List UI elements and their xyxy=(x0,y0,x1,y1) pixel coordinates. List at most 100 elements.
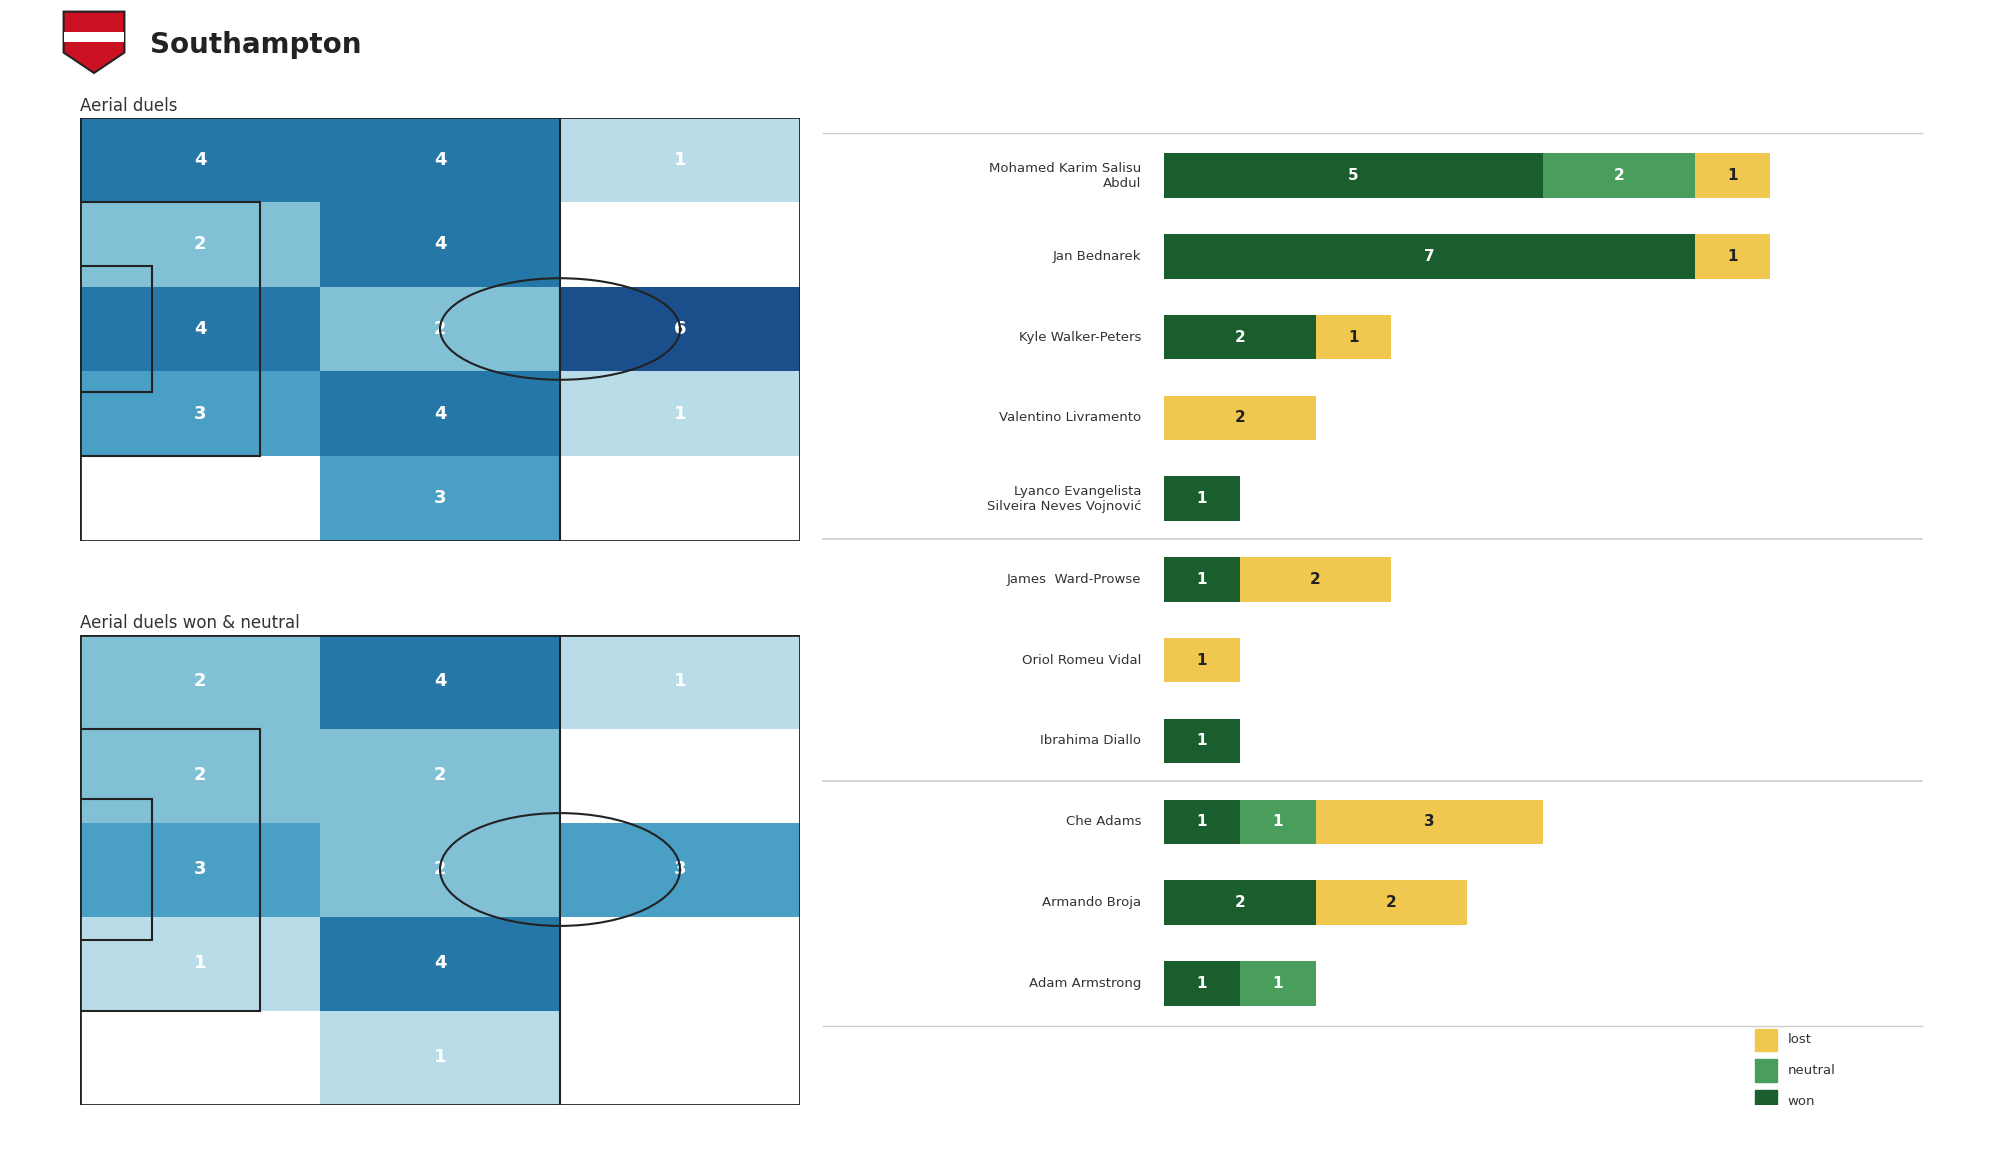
Bar xyxy=(320,287,560,371)
Text: 4: 4 xyxy=(434,404,446,423)
Text: James  Ward-Prowse: James Ward-Prowse xyxy=(1006,573,1142,586)
Text: Adam Armstrong: Adam Armstrong xyxy=(1028,976,1142,989)
Text: 4: 4 xyxy=(434,150,446,169)
Bar xyxy=(1756,1060,1776,1082)
Text: 4: 4 xyxy=(434,954,446,973)
Text: 2: 2 xyxy=(1614,168,1624,183)
Bar xyxy=(560,634,800,728)
Text: Ibrahima Diallo: Ibrahima Diallo xyxy=(1040,734,1142,747)
Text: 1: 1 xyxy=(434,1048,446,1067)
Bar xyxy=(80,371,320,456)
Bar xyxy=(560,202,800,287)
Bar xyxy=(320,456,560,540)
Text: 2: 2 xyxy=(194,235,206,254)
Text: 1: 1 xyxy=(1196,814,1208,830)
Bar xyxy=(1164,396,1316,441)
Text: 1: 1 xyxy=(1348,329,1358,344)
Text: 1: 1 xyxy=(1196,572,1208,588)
Text: 2: 2 xyxy=(434,320,446,338)
Text: 2: 2 xyxy=(1234,410,1246,425)
Text: 2: 2 xyxy=(1234,329,1246,344)
Bar xyxy=(1164,638,1240,683)
Bar xyxy=(80,287,320,371)
Bar xyxy=(560,916,800,1010)
Bar xyxy=(560,728,800,822)
Text: won: won xyxy=(1788,1095,1816,1108)
Polygon shape xyxy=(64,12,124,73)
Bar xyxy=(80,634,320,728)
Bar xyxy=(560,456,800,540)
Text: 3: 3 xyxy=(194,404,206,423)
Bar xyxy=(320,1010,560,1104)
Text: 2: 2 xyxy=(1310,572,1320,588)
Bar xyxy=(1164,476,1240,521)
Text: Valentino Livramento: Valentino Livramento xyxy=(1000,411,1142,424)
Bar xyxy=(80,728,260,1010)
Bar xyxy=(80,202,260,456)
Text: 1: 1 xyxy=(674,150,686,169)
Bar xyxy=(80,799,152,940)
Bar xyxy=(560,1010,800,1104)
Text: Aerial duels won & neutral: Aerial duels won & neutral xyxy=(80,613,300,631)
Bar xyxy=(1316,315,1392,360)
Bar xyxy=(1316,799,1544,844)
Bar xyxy=(1164,315,1316,360)
Text: 3: 3 xyxy=(434,489,446,508)
Bar xyxy=(1756,1028,1776,1052)
Text: 2: 2 xyxy=(1386,895,1396,911)
Bar xyxy=(80,202,320,287)
Bar xyxy=(1164,799,1240,844)
Text: 1: 1 xyxy=(1196,652,1208,667)
Bar xyxy=(1164,234,1694,278)
Text: Armando Broja: Armando Broja xyxy=(1042,897,1142,909)
Text: 2: 2 xyxy=(434,766,446,785)
Bar xyxy=(560,118,800,202)
Text: 1: 1 xyxy=(1728,249,1738,264)
Bar xyxy=(1164,557,1240,602)
Bar xyxy=(320,822,560,917)
Text: 1: 1 xyxy=(194,954,206,973)
Polygon shape xyxy=(64,32,124,42)
Bar xyxy=(80,456,320,540)
Bar xyxy=(320,118,560,202)
Bar xyxy=(80,822,320,917)
Bar xyxy=(1694,234,1770,278)
Text: 1: 1 xyxy=(1728,168,1738,183)
Bar xyxy=(1164,153,1544,197)
Bar xyxy=(320,202,560,287)
Text: Aerial duels: Aerial duels xyxy=(80,96,178,114)
Text: 1: 1 xyxy=(1272,814,1282,830)
Text: Oriol Romeu Vidal: Oriol Romeu Vidal xyxy=(1022,653,1142,666)
Text: 4: 4 xyxy=(194,150,206,169)
Text: 2: 2 xyxy=(434,860,446,879)
Text: 4: 4 xyxy=(434,672,446,691)
Text: 2: 2 xyxy=(194,766,206,785)
Text: neutral: neutral xyxy=(1788,1065,1836,1077)
Bar xyxy=(1694,153,1770,197)
Text: Jan Bednarek: Jan Bednarek xyxy=(1052,250,1142,263)
Text: 3: 3 xyxy=(674,860,686,879)
Text: 1: 1 xyxy=(1196,491,1208,506)
Text: 2: 2 xyxy=(194,672,206,691)
Text: 1: 1 xyxy=(1272,975,1282,991)
Text: 2: 2 xyxy=(1234,895,1246,911)
Bar xyxy=(1544,153,1694,197)
Text: Mohamed Karim Salisu
Abdul: Mohamed Karim Salisu Abdul xyxy=(988,161,1142,189)
Bar xyxy=(320,634,560,728)
Bar xyxy=(560,287,800,371)
Bar xyxy=(1316,880,1468,925)
Bar xyxy=(80,916,320,1010)
Text: 5: 5 xyxy=(1348,168,1358,183)
Text: lost: lost xyxy=(1788,1033,1812,1047)
Bar xyxy=(320,916,560,1010)
Text: 7: 7 xyxy=(1424,249,1434,264)
Bar xyxy=(80,118,320,202)
Text: Kyle Walker-Peters: Kyle Walker-Peters xyxy=(1018,330,1142,343)
Text: Che Adams: Che Adams xyxy=(1066,815,1142,828)
Bar xyxy=(80,266,152,392)
Bar xyxy=(1240,961,1316,1006)
Text: 3: 3 xyxy=(194,860,206,879)
Text: 6: 6 xyxy=(674,320,686,338)
Text: 1: 1 xyxy=(674,672,686,691)
Text: 1: 1 xyxy=(674,404,686,423)
